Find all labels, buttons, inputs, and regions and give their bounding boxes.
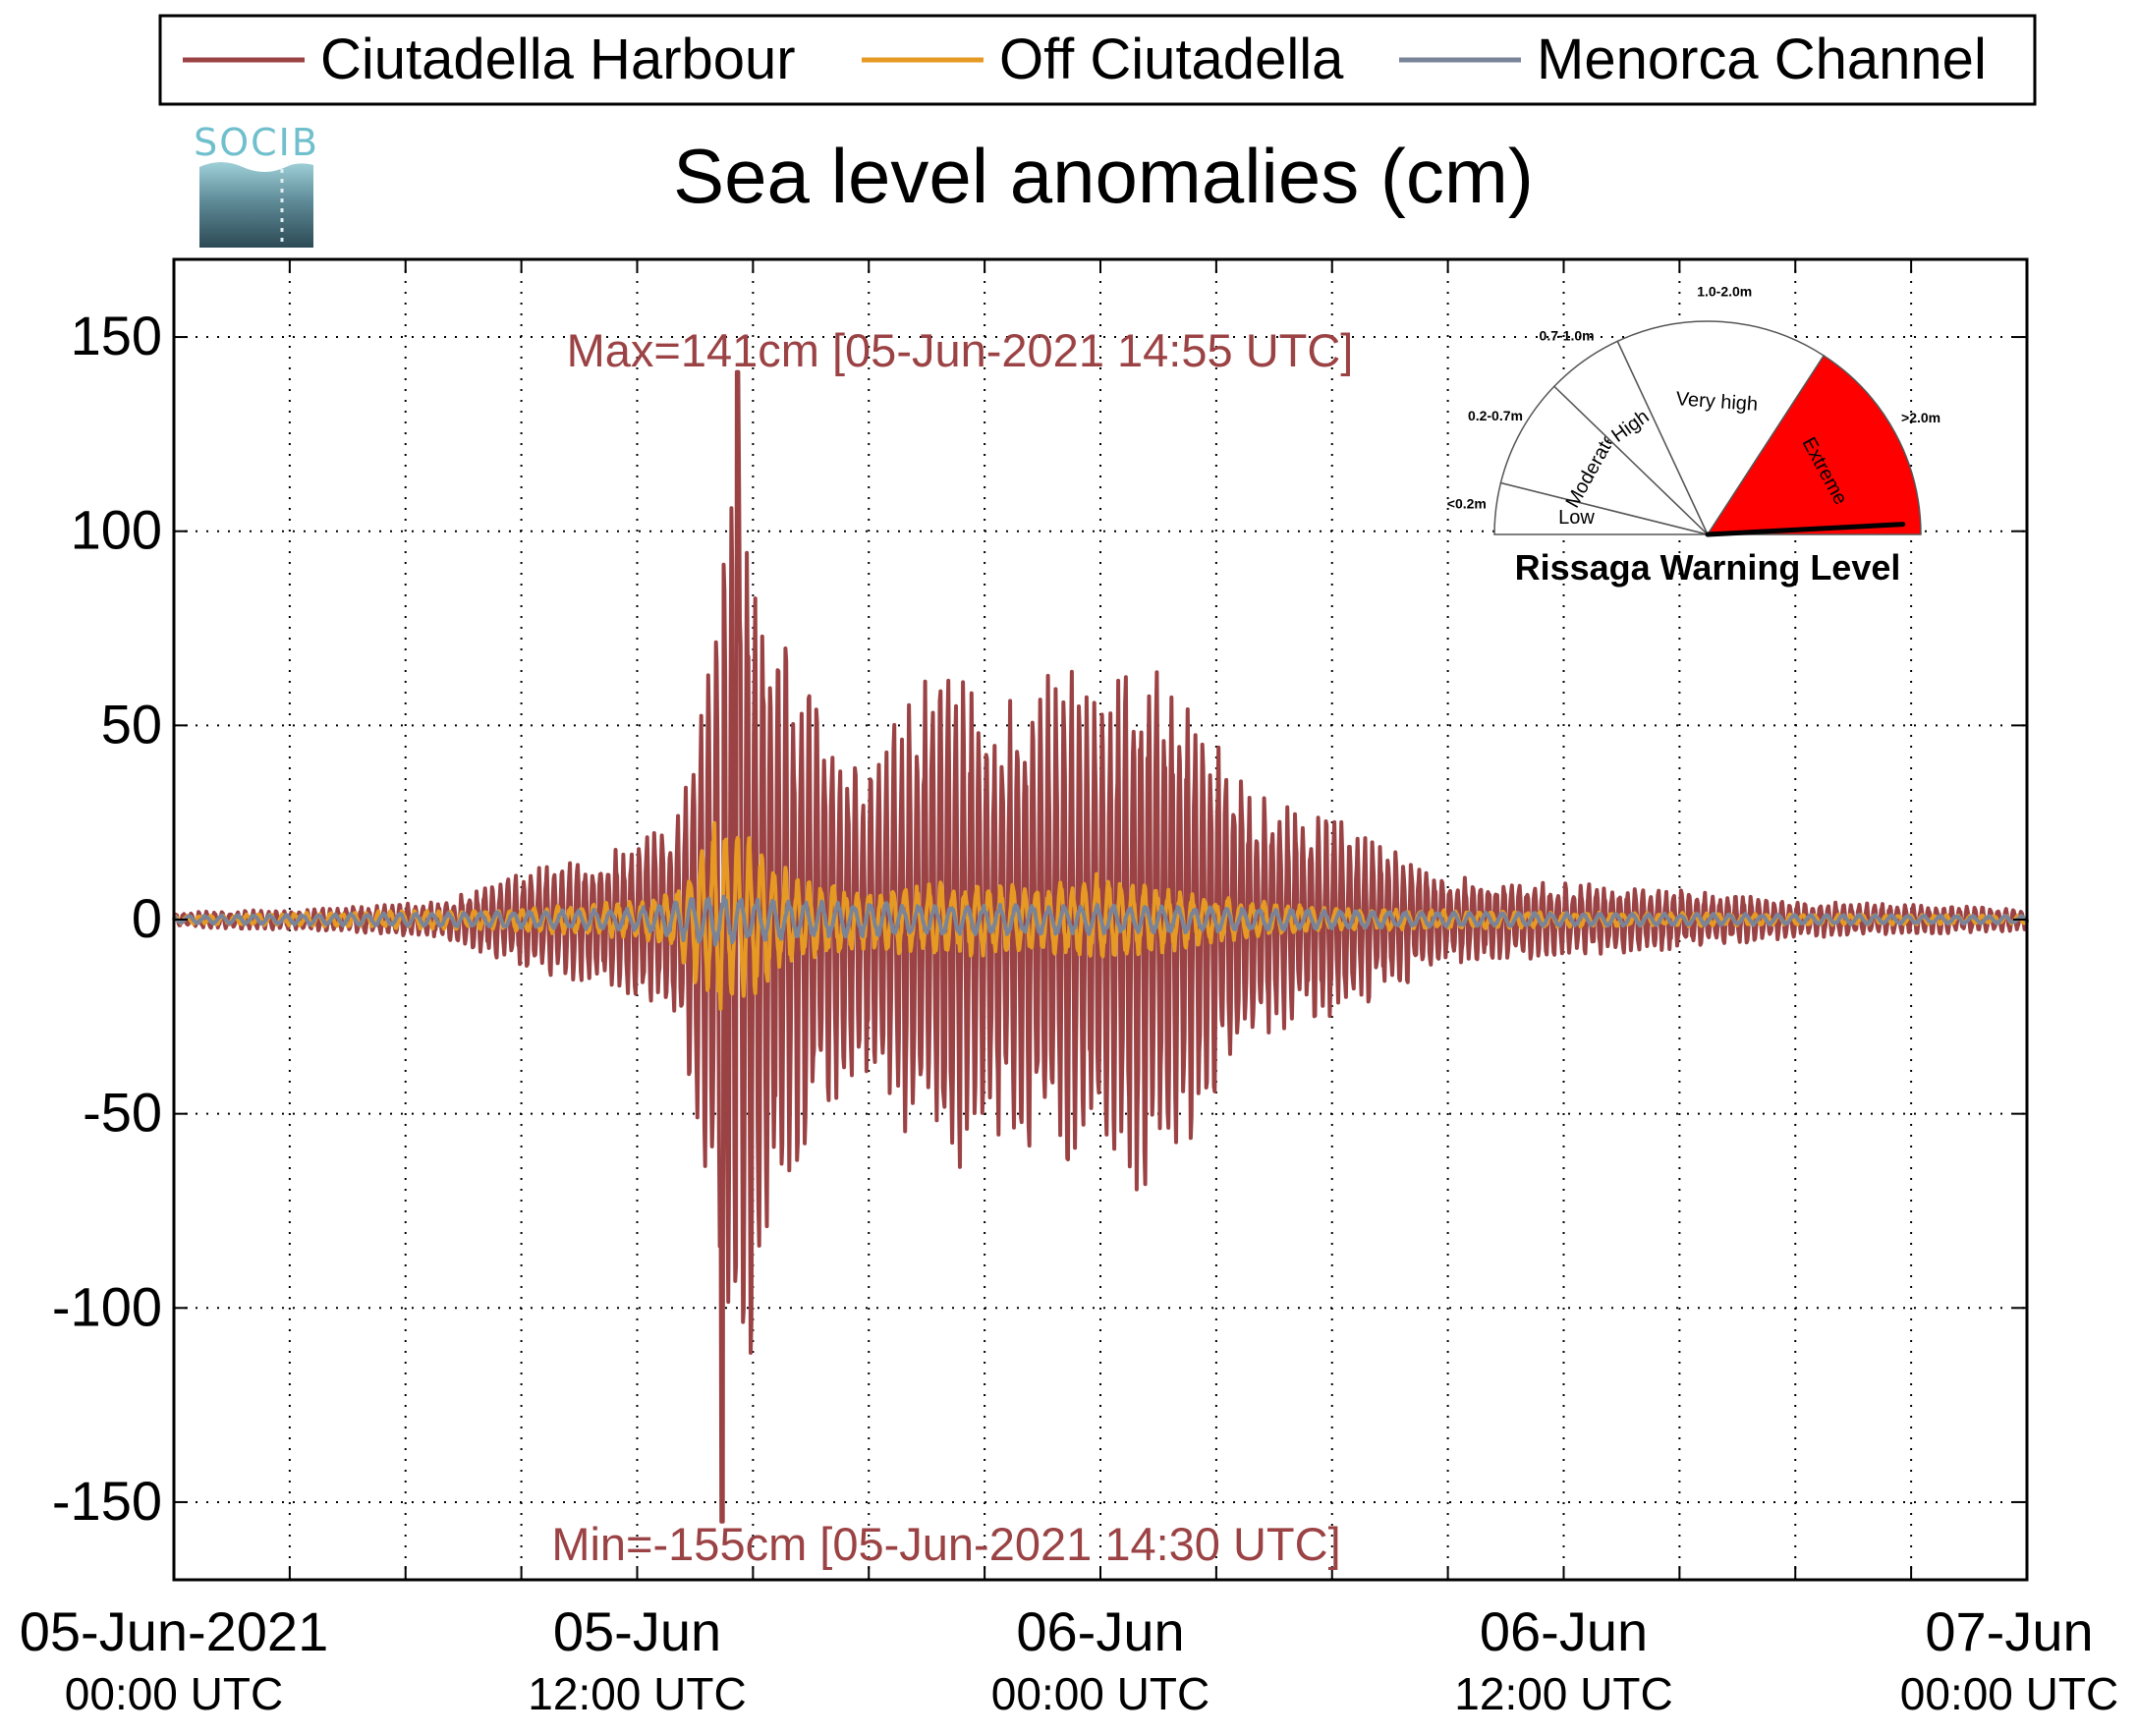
x-axis-labels: 05-Jun-2021 00:00 UTC 05-Jun 12:00 UTC 06-Ju…	[20, 1600, 2118, 1719]
gauge-range-label: 0.7-1.0m	[1540, 328, 1595, 344]
gauge-sector-label: Low	[1558, 507, 1595, 529]
x-tick-label-date: 05-Jun-2021	[20, 1600, 328, 1662]
legend: Ciutadella Harbour Off Ciutadella Menorc…	[158, 14, 2037, 106]
socib-logo: SOCIB	[194, 121, 319, 248]
y-axis-labels: 150 100 50 0 -50 -100 -150	[52, 305, 162, 1532]
x-tick-label-date: 06-Jun	[1480, 1600, 1648, 1662]
min-annotation: Min=-155cm [05-Jun-2021 14:30 UTC]	[551, 1518, 1340, 1570]
x-tick-label-time: 00:00 UTC	[1900, 1668, 2118, 1719]
gauge-range-label: >2.0m	[1901, 410, 1940, 425]
series-line-menorca-channel	[172, 894, 2029, 947]
legend-label-off-ciutadella: Off Ciutadella	[999, 28, 1344, 91]
y-tick-label: 100	[71, 499, 162, 561]
y-tick-label: -50	[83, 1082, 162, 1144]
gauge-sector-very-high	[1616, 320, 1826, 536]
x-tick-label-time: 00:00 UTC	[65, 1668, 283, 1719]
gauge-range-label: <0.2m	[1447, 496, 1487, 512]
x-tick-label-time: 12:00 UTC	[528, 1668, 746, 1719]
y-tick-label: 50	[101, 693, 162, 755]
y-tick-label: 150	[71, 305, 162, 366]
gauge-sector-moderate	[1499, 385, 1711, 536]
gauge-range-label: 1.0-2.0m	[1697, 283, 1752, 299]
gauge-range-label: 0.2-0.7m	[1468, 408, 1523, 423]
y-tick-label: -150	[52, 1470, 162, 1532]
chart-title: Sea level anomalies (cm)	[673, 133, 1534, 219]
x-tick-label-date: 07-Jun	[1925, 1600, 2093, 1662]
x-tick-label-date: 06-Jun	[1016, 1600, 1184, 1662]
y-tick-label: 0	[132, 887, 162, 949]
axis-ticks	[173, 259, 2028, 1580]
legend-label-ciutadella-harbour: Ciutadella Harbour	[320, 28, 796, 91]
series-line-off-ciutadella	[172, 820, 2029, 1011]
y-tick-label: -100	[52, 1275, 162, 1337]
gauge-needle	[1705, 522, 1906, 537]
x-tick-label-time: 00:00 UTC	[991, 1668, 1209, 1719]
legend-label-menorca-channel: Menorca Channel	[1537, 28, 1987, 91]
gauge-title: Rissaga Warning Level	[1515, 547, 1901, 588]
max-annotation: Max=141cm [05-Jun-2021 14:55 UTC]	[567, 324, 1354, 376]
x-tick-label-time: 12:00 UTC	[1454, 1668, 1672, 1719]
series-layer	[172, 369, 2029, 1524]
logo-text: SOCIB	[194, 121, 319, 164]
x-tick-label-date: 05-Jun	[553, 1600, 721, 1662]
gauge-sector-extreme	[1706, 354, 1922, 535]
